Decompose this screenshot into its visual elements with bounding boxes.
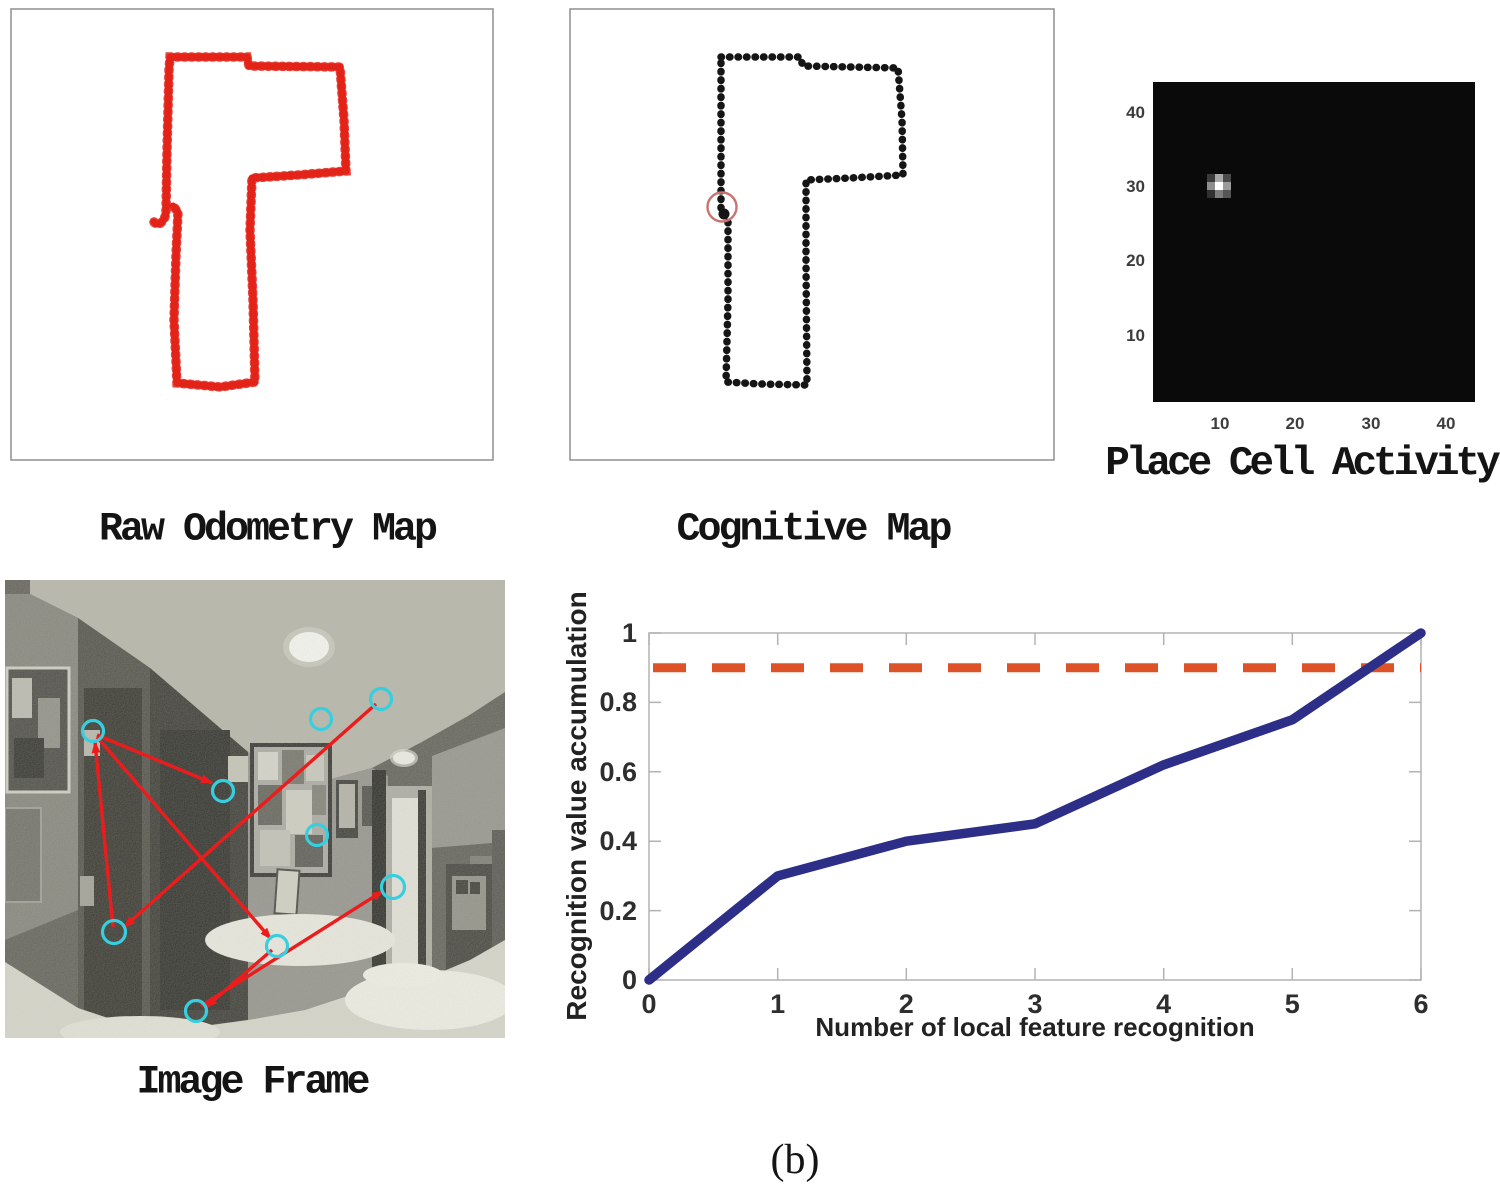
feature-point	[379, 873, 407, 901]
image-frame-caption: Image Frame	[136, 1060, 370, 1106]
chart-box	[648, 632, 1422, 981]
xtick-4: 4	[1156, 989, 1171, 1019]
image-frame-panel	[5, 580, 505, 1038]
feature-point	[264, 933, 290, 959]
cognitive-map-panel	[569, 8, 1055, 461]
xtick-3: 3	[1027, 989, 1042, 1019]
match-line	[122, 702, 378, 929]
match-line	[91, 741, 115, 928]
xtick-1: 1	[770, 989, 785, 1019]
xtick-2: 2	[899, 989, 914, 1019]
accumulation-line	[644, 628, 1426, 985]
chart-ytick-labels: 0 0.2 0.4 0.6 0.8 1	[599, 618, 637, 995]
chart-xlabel: Number of local feature recognition	[815, 1012, 1254, 1042]
loop-closure-circle	[706, 191, 738, 223]
recognition-chart: 0 1 2 3 4 5 6 0 0.2 0.4 0.6 0.8 1 Number…	[561, 591, 1429, 1042]
pc-xtick-10: 10	[1211, 414, 1230, 433]
corridor-photo	[5, 580, 505, 1038]
ytick-0_8: 0.8	[599, 687, 637, 717]
cognitive-map-caption: Cognitive Map	[676, 507, 952, 553]
ytick-0_2: 0.2	[599, 896, 637, 926]
place-cell-yticks: 40 30 20 10	[1126, 103, 1145, 345]
subfigure-label: (b)	[770, 1137, 820, 1183]
chart-ylabel: Recognition value accumulation	[561, 591, 592, 1020]
place-cell-active-blob	[1207, 174, 1231, 198]
feature-point	[183, 998, 209, 1024]
pc-xtick-40: 40	[1437, 414, 1456, 433]
ytick-1: 1	[622, 618, 637, 648]
ytick-0: 0	[622, 965, 637, 995]
feature-point	[368, 686, 394, 712]
xtick-0: 0	[641, 989, 656, 1019]
raw-odometry-panel	[10, 8, 494, 461]
loop-closure-dot	[718, 208, 730, 220]
raw-odometry-caption: Raw Odometry Map	[98, 507, 438, 553]
chart-xtick-labels: 0 1 2 3 4 5 6	[641, 989, 1428, 1019]
pc-xtick-20: 20	[1286, 414, 1305, 433]
place-cell-heatmap	[1153, 82, 1475, 402]
feature-point	[308, 706, 334, 732]
feature-point	[210, 778, 236, 804]
feature-point	[304, 822, 330, 848]
pc-ytick-40: 40	[1126, 103, 1145, 122]
chart-ticks	[648, 632, 1422, 981]
feature-point	[80, 718, 106, 744]
feature-matches	[91, 702, 384, 1009]
place-cell-caption: Place Cell Activity	[1105, 441, 1500, 487]
xtick-5: 5	[1285, 989, 1300, 1019]
match-line	[95, 735, 273, 941]
pc-ytick-30: 30	[1126, 177, 1145, 196]
feature-points	[80, 686, 407, 1024]
match-line	[96, 733, 213, 785]
place-cell-panel: 40 30 20 10 10 20 30 40	[1126, 82, 1475, 433]
xtick-6: 6	[1413, 989, 1428, 1019]
ytick-0_6: 0.6	[599, 757, 637, 787]
pc-xtick-30: 30	[1362, 414, 1381, 433]
feature-point	[100, 918, 128, 946]
pc-ytick-10: 10	[1126, 326, 1145, 345]
cognitive-map-frame	[569, 8, 1055, 461]
pc-ytick-20: 20	[1126, 251, 1145, 270]
place-cell-xticks: 10 20 30 40	[1211, 414, 1456, 433]
ytick-0_4: 0.4	[599, 826, 637, 856]
raw-trajectory-texture	[149, 52, 351, 392]
match-line	[204, 948, 274, 1009]
